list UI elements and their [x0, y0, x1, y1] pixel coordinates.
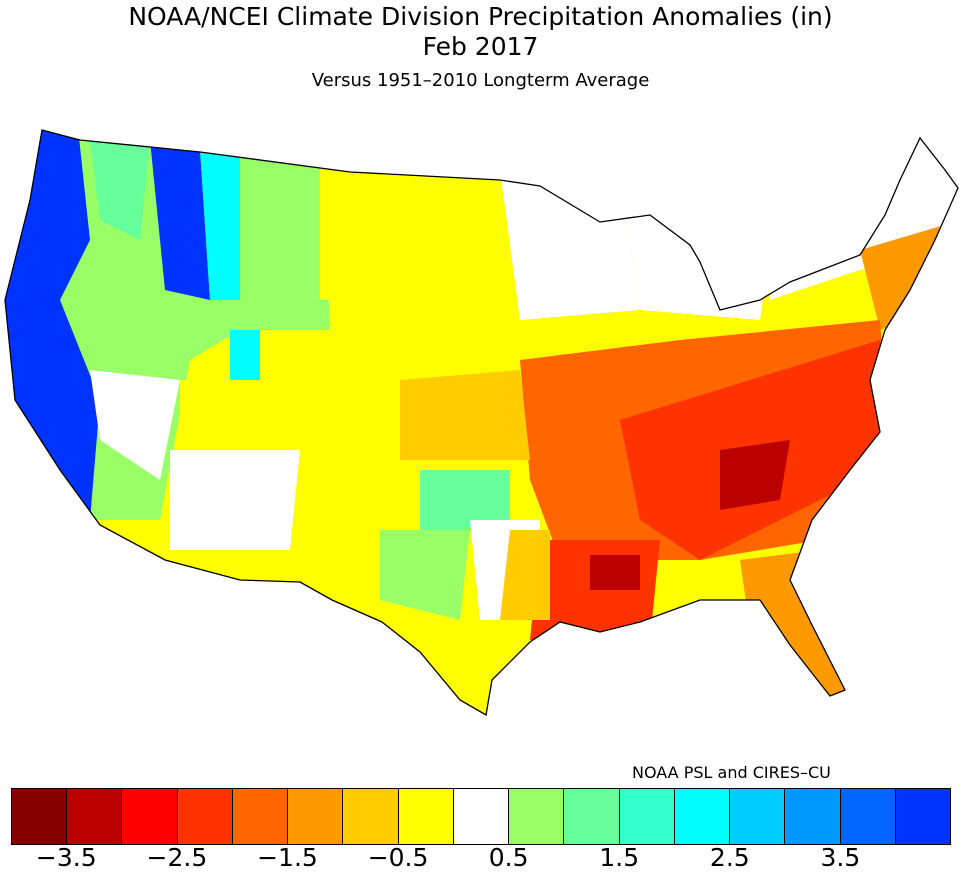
colorbar-tick-label: 2.5	[709, 843, 750, 872]
colorbar-bin	[895, 789, 950, 844]
colorbar-bin	[730, 789, 786, 844]
region-idaho-panhandle	[150, 140, 210, 300]
region-nevada	[90, 370, 180, 480]
colorbar-tick-label: 1.5	[599, 843, 640, 872]
chart-subtitle: Versus 1951–2010 Longterm Average	[311, 70, 650, 91]
chart-title: NOAA/NCEI Climate Division Precipitation…	[128, 2, 833, 31]
region-oklahoma	[420, 470, 510, 530]
region-georgia-north	[720, 440, 790, 510]
region-kansas-east	[400, 370, 530, 460]
colorbar-bin	[122, 789, 178, 844]
region-utah	[180, 380, 270, 450]
colorbar-bin	[67, 789, 123, 844]
colorbar-bin	[619, 789, 675, 844]
colorbar-bin	[674, 789, 731, 844]
colorbar-bin	[398, 789, 454, 844]
colorbar-tick-label: −0.5	[367, 843, 429, 872]
region-louisiana-west	[500, 530, 550, 620]
colorbar-tick-label: 3.5	[820, 843, 861, 872]
colorbar-bin	[12, 789, 68, 844]
colorbar-bin	[840, 789, 896, 844]
region-montana-west	[200, 150, 240, 300]
colorbar-bin	[453, 789, 510, 844]
colorbar-bin	[232, 789, 289, 844]
colorbar-bin	[288, 789, 344, 844]
region-arizona	[170, 450, 300, 550]
region-florida	[740, 550, 850, 700]
colorbar-tick-label: 0.5	[488, 843, 529, 872]
colorbar-bin	[343, 789, 399, 844]
credit-text: NOAA PSL and CIRES–CU	[632, 763, 831, 782]
colorbar-tick-label: −3.5	[35, 843, 97, 872]
colorbar-tick-label: −2.5	[146, 843, 208, 872]
colorbar-bin	[785, 789, 841, 844]
us-precip-anomaly-map	[4, 129, 959, 716]
colorbar-bin	[509, 789, 565, 844]
colorbar-bin	[177, 789, 233, 844]
region-upper-midwest	[500, 170, 640, 320]
region-texas-central	[380, 530, 470, 620]
colorbar-bin	[564, 789, 620, 844]
chart-period: Feb 2017	[422, 32, 539, 61]
region-washington-east	[90, 140, 150, 240]
region-mississippi-south	[590, 555, 640, 590]
region-great-lakes	[620, 170, 780, 320]
colorbar	[11, 788, 951, 845]
colorbar-tick-label: −1.5	[257, 843, 318, 872]
